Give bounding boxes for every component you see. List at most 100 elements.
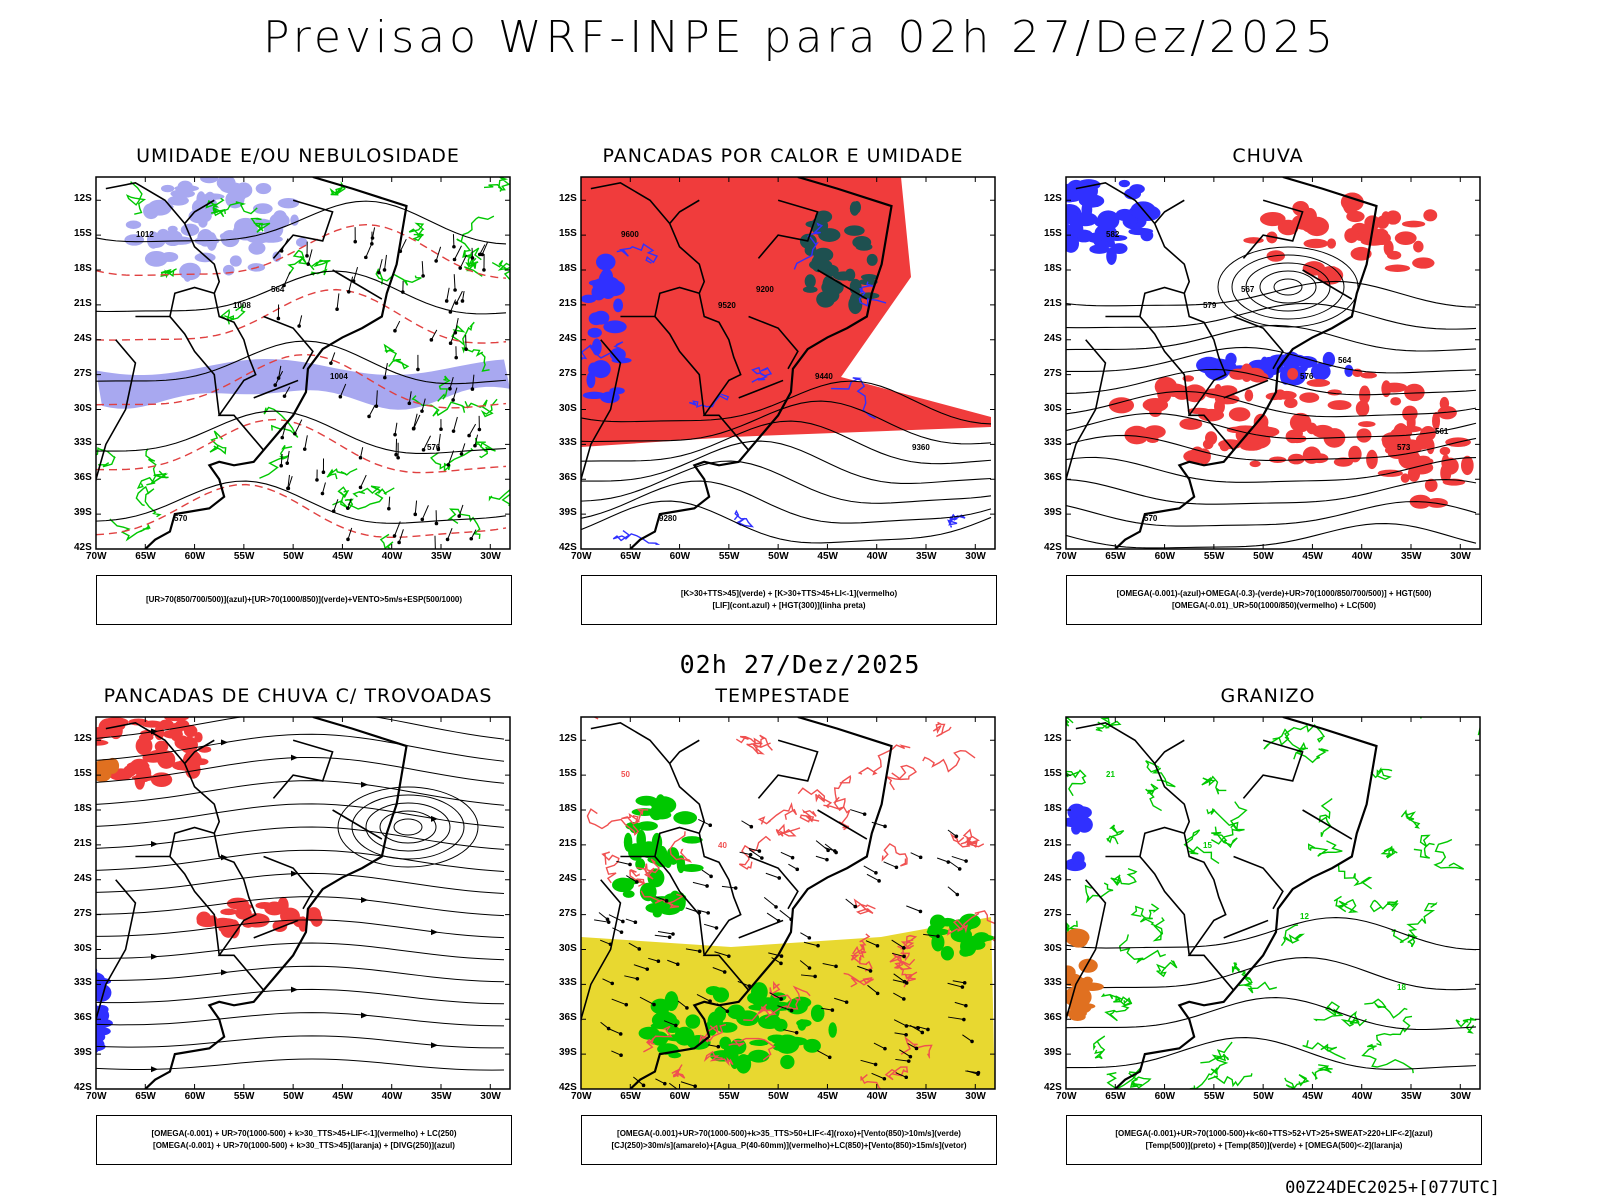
panel-legend: [OMEGA(-0.001) + UR>70(1000-500) + k>30_… [96, 1115, 512, 1165]
orange-area [96, 757, 120, 782]
lon-tick-label: 45W [332, 551, 353, 562]
contour-label: 9280 [659, 514, 677, 523]
lat-tick-label: 42S [1044, 1082, 1062, 1093]
lat-tick-label: 39S [559, 1047, 577, 1059]
lat-tick-label: 24S [74, 872, 92, 884]
lon-tick-label: 30W [1450, 1091, 1471, 1102]
contour-label: 1012 [136, 230, 154, 239]
legend-line: [OMEGA(-0.001)+UR>70(1000-500)+k<60+TTS>… [1115, 1129, 1433, 1138]
contour-label: 18 [1397, 983, 1406, 992]
lon-tick-label: 45W [817, 551, 838, 562]
map-plot: 582 579 576 573 570 567 564 561 [1065, 176, 1481, 550]
wind850-area-south [638, 982, 837, 1074]
map-plot: 50 40 [580, 716, 996, 1090]
lon-tick-label: 45W [1302, 551, 1323, 562]
contour-label: 576 [427, 443, 441, 452]
lat-tick-label: 27S [1044, 907, 1062, 919]
lat-tick-label: 42S [74, 542, 92, 553]
coastline [144, 177, 408, 549]
coastline [629, 717, 893, 1089]
lat-tick-label: 21S [1044, 297, 1062, 309]
lat-tick-label: 42S [74, 1082, 92, 1093]
legend-line: [CJ(250)>30m/s](amarelo)+[Agua_P(40-60mm… [611, 1141, 967, 1150]
panel-legend: [UR>70(850/700/500)](azul)+[UR>70(1000/8… [96, 575, 512, 625]
wind-vectors [273, 227, 489, 549]
contour-label: 570 [174, 514, 188, 523]
lifted-index-area [581, 253, 632, 404]
lon-tick-label: 70W [1056, 551, 1077, 562]
lon-tick-label: 45W [817, 1091, 838, 1102]
panel-title: GRANIZO [1220, 685, 1316, 707]
lat-tick-label: 42S [559, 1082, 577, 1093]
lat-tick-label: 30S [559, 942, 577, 954]
contour-label: 9520 [718, 301, 736, 310]
lat-tick-label: 27S [74, 907, 92, 919]
main-title: Previsao WRF-INPE para 02h 27/Dez/2025 [263, 12, 1337, 63]
lon-tick-label: 65W [1105, 1091, 1126, 1102]
lon-tick-label: 35W [1401, 1091, 1422, 1102]
lat-tick-label: 18S [559, 263, 577, 274]
lat-tick-label: 42S [1044, 542, 1062, 553]
lon-tick-label: 30W [480, 551, 501, 562]
lon-tick-label: 50W [1253, 551, 1274, 562]
lat-tick-label: 27S [74, 367, 92, 379]
temp500-contours [1066, 917, 1477, 1070]
lat-tick-label: 33S [1044, 977, 1062, 989]
contour-label: 567 [1241, 285, 1255, 294]
map-plot [95, 716, 511, 1090]
contour-label: 40 [718, 841, 727, 850]
country-borders [581, 721, 868, 1025]
contour-label: 564 [271, 285, 285, 294]
hgt300-contours [581, 380, 992, 544]
map-frame [1065, 716, 1481, 1090]
coastline [1114, 177, 1378, 549]
panel-granizo: GRANIZO 21 15 12 18 12S 15S 18S 21S 24S 27S 30S 33S 3… [1044, 685, 1488, 1165]
lat-tick-label: 24S [559, 872, 577, 884]
lon-tick-label: 30W [480, 1091, 501, 1102]
lat-tick-label: 33S [559, 437, 577, 449]
contour-label: 576 [1300, 372, 1314, 381]
contour-label: 9600 [621, 230, 639, 239]
lon-tick-label: 60W [184, 1091, 206, 1102]
lat-tick-label: 21S [559, 837, 577, 849]
lat-tick-label: 12S [1044, 733, 1062, 745]
lat-tick-label: 39S [74, 507, 92, 519]
lat-tick-label: 18S [74, 803, 92, 814]
lat-tick-label: 21S [74, 297, 92, 309]
lon-tick-label: 35W [431, 551, 452, 562]
lon-tick-label: 40W [381, 551, 403, 562]
lat-tick-label: 30S [1044, 942, 1062, 954]
lat-tick-label: 21S [1044, 837, 1062, 849]
contour-label: 15 [1203, 841, 1212, 850]
lat-tick-label: 12S [1044, 193, 1062, 205]
map-frame [580, 176, 996, 550]
map-frame [1065, 176, 1481, 550]
lat-tick-label: 15S [559, 228, 577, 240]
lat-tick-label: 30S [74, 942, 92, 954]
lon-tick-label: 50W [768, 1091, 789, 1102]
panel-title: TEMPESTADE [715, 685, 851, 707]
lon-tick-label: 70W [571, 551, 592, 562]
lon-tick-label: 40W [1351, 1091, 1373, 1102]
lat-tick-label: 33S [74, 437, 92, 449]
lat-tick-label: 27S [559, 367, 577, 379]
lon-tick-label: 45W [1302, 1091, 1323, 1102]
lat-tick-label: 33S [1044, 437, 1062, 449]
lon-tick-label: 55W [233, 551, 255, 562]
lon-tick-label: 35W [916, 551, 937, 562]
lon-tick-label: 50W [283, 551, 304, 562]
lon-tick-label: 70W [1056, 1091, 1077, 1102]
hail-area [1066, 803, 1093, 872]
lon-tick-label: 30W [965, 1091, 986, 1102]
contour-label: 564 [1338, 356, 1352, 365]
lat-tick-label: 33S [559, 977, 577, 989]
map-plot: 21 15 12 18 [1065, 716, 1481, 1090]
contour-label: 9360 [912, 443, 930, 452]
thickness-contours [96, 223, 507, 539]
panel-title: CHUVA [1232, 145, 1304, 167]
contour-label: 12 [1300, 912, 1309, 921]
contour-label: 1008 [233, 301, 251, 310]
panel-umidade: UMIDADE E/OU NEBULOSIDADE 1012 1008 1004 576… [74, 145, 518, 625]
lat-tick-label: 36S [74, 472, 92, 484]
lon-tick-label: 65W [1105, 551, 1126, 562]
